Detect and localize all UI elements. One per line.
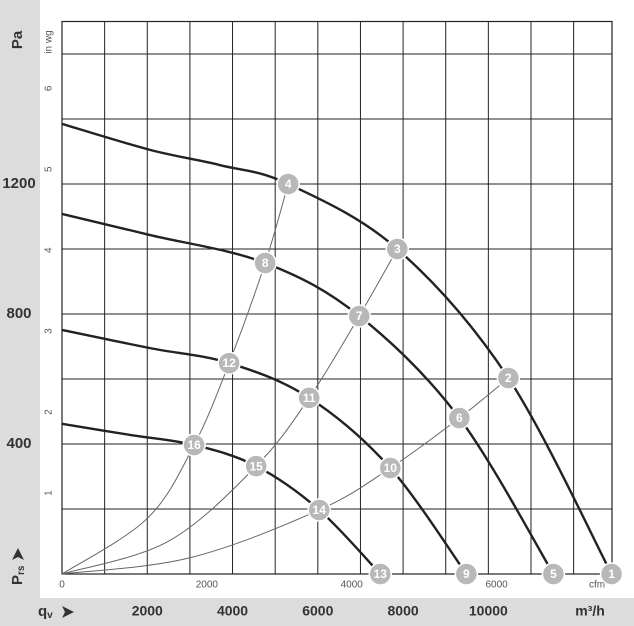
y2-tick-label: 1 [44,490,55,496]
arrow [62,606,74,618]
flow-symbol: q [38,603,47,620]
y-tick-label: 1200 [2,175,35,192]
x-tick-label: 8000 [388,603,419,619]
operating-point-label: 16 [187,438,201,452]
operating-point-label: 5 [550,567,557,581]
operating-point-label: 3 [394,242,401,256]
operating-point [244,454,268,478]
fan-curve [61,328,468,575]
operating-point-label: 8 [262,256,269,270]
y-tick-label: 400 [6,435,31,452]
operating-point [378,456,403,480]
x2-tick-label: 4000 [341,580,364,591]
x2-tick-label: 2000 [196,580,219,591]
operating-point [599,562,624,586]
operating-point-label: 12 [222,356,236,370]
pressure-subscript: rs [16,565,27,575]
operating-point-label: 15 [249,459,263,473]
operating-point [276,172,300,196]
x-tick-label: 6000 [302,603,333,619]
y-tick-label: 800 [6,305,31,322]
operating-point-label: 1 [608,567,615,581]
flow-label: qv [38,603,53,621]
x2-tick-label: 6000 [485,580,508,591]
x-tick-label: 2000 [132,603,163,619]
operating-point [182,433,206,457]
fan-curve [61,122,613,575]
flow-subscript: v [47,610,53,621]
pressure-label: Prs [9,548,27,585]
y2-tick-label: 4 [44,247,55,253]
operating-point [307,498,331,522]
operating-point-label: 4 [285,177,292,191]
operating-point-label: 13 [374,567,388,581]
curves [61,122,613,575]
operating-point [217,351,241,375]
fan-curve [61,212,555,575]
operating-point-label: 7 [356,309,363,323]
operating-point [454,562,479,586]
operating-point-label: 6 [456,411,463,425]
y2-tick-label: 2 [44,409,55,415]
operating-point [385,237,410,261]
x-label: m³/h [575,603,605,619]
bottom-strip [0,598,634,626]
pressure-symbol-text: P [9,575,26,585]
operating-point [253,251,277,275]
y2-tick-label: 6 [44,85,55,91]
operating-point-label: 9 [463,567,470,581]
operating-point-label: 10 [384,461,398,475]
operating-point-label: 11 [303,391,316,405]
left-strip [0,0,40,626]
y2-label: in wg [44,30,55,53]
x2-tick-label: 0 [59,580,65,591]
operating-point [368,562,393,586]
operating-point [297,386,321,410]
operating-point-label: 14 [313,503,327,517]
operating-point [447,406,472,430]
x2-label: cfm [589,580,605,591]
pressure-symbol: Prs [9,565,27,585]
operating-point [347,304,372,328]
operating-point [496,366,521,390]
y2-tick-label: 5 [44,166,55,172]
y2-tick-label: 3 [44,328,55,334]
arrow [12,548,24,560]
operating-point-label: 2 [505,371,512,385]
fan-curve [61,422,382,575]
y-label: Pa [9,30,26,49]
plot-frame [61,20,613,575]
operating-point [541,562,566,586]
x-tick-label: 4000 [217,603,248,619]
x-tick-label: 10000 [469,603,508,619]
